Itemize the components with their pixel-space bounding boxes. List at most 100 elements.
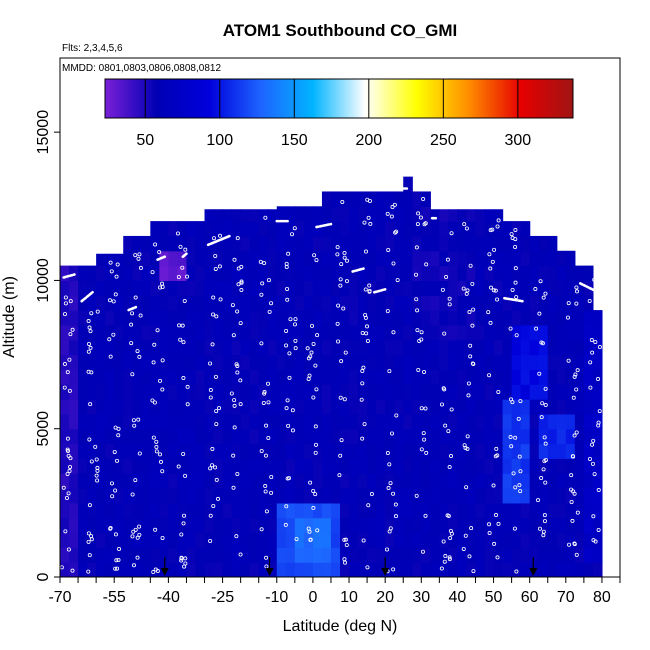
- profile-point: [537, 526, 542, 531]
- heatmap-cell: [321, 310, 332, 326]
- heatmap-cell: [222, 547, 233, 563]
- heatmap-cell: [87, 532, 97, 548]
- heatmap-cell: [249, 280, 260, 296]
- heatmap-cell: [565, 250, 576, 267]
- profile-point: [447, 555, 452, 560]
- heatmap-cell: [556, 502, 567, 519]
- heatmap-cell: [114, 354, 124, 370]
- heatmap-cell: [385, 517, 395, 534]
- heatmap-cell: [358, 339, 368, 356]
- heatmap-cell: [439, 235, 449, 252]
- heatmap-cell: [457, 384, 468, 400]
- heatmap-cell: [258, 209, 269, 222]
- profile-point: [492, 541, 497, 546]
- heatmap-cell: [538, 369, 549, 385]
- heatmap-cell: [385, 473, 395, 489]
- heatmap-cell: [448, 265, 459, 282]
- heatmap-cell: [69, 384, 79, 400]
- heatmap-cell: [114, 310, 124, 326]
- profile-points: [60, 197, 602, 575]
- heatmap-cell: [412, 562, 422, 577]
- heatmap-cell: [222, 324, 233, 341]
- heatmap-cell: [466, 413, 477, 430]
- heatmap-cell: [421, 280, 431, 296]
- heatmap-cell: [340, 339, 350, 356]
- colorbar: 50 100 150 200 250 300: [104, 78, 574, 149]
- heatmap-cell: [267, 209, 278, 222]
- heatmap-cell: [186, 502, 197, 519]
- heatmap-cell: [204, 339, 215, 356]
- heatmap-cell: [385, 369, 395, 385]
- heatmap-cell: [240, 413, 251, 430]
- heatmap-cell: [159, 473, 169, 489]
- heatmap-cell: [258, 502, 269, 519]
- profile-point: [343, 537, 348, 542]
- heatmap-cell: [60, 280, 70, 296]
- heatmap-cell: [114, 443, 124, 459]
- heatmap-cell: [213, 413, 224, 430]
- heatmap-cell: [330, 488, 341, 504]
- heatmap-cell: [484, 488, 495, 504]
- profile-point: [367, 289, 372, 294]
- heatmap-cell: [520, 369, 531, 385]
- heatmap-cell: [502, 369, 513, 385]
- heatmap-cell: [267, 413, 278, 430]
- colorbar-tick-label: 150: [281, 132, 308, 149]
- heatmap-cell: [412, 399, 422, 415]
- heatmap-cell: [141, 265, 151, 282]
- heatmap-cell: [565, 517, 576, 534]
- profile-point: [264, 423, 269, 428]
- heatmap-cell: [240, 280, 251, 296]
- profile-point: [305, 346, 310, 351]
- heatmap-cell: [421, 473, 431, 489]
- profile-point: [363, 312, 368, 317]
- profile-point: [361, 365, 366, 370]
- profile-point: [235, 309, 240, 314]
- heatmap-cell: [376, 295, 386, 311]
- heatmap-cell: [574, 339, 585, 356]
- heatmap-cell: [78, 295, 88, 311]
- flight-segment: [62, 273, 76, 279]
- heatmap-cell: [403, 265, 413, 282]
- heatmap-cell: [249, 250, 260, 267]
- heatmap-cell: [294, 235, 305, 252]
- heatmap-cell: [376, 191, 386, 207]
- profile-point: [86, 341, 91, 346]
- heatmap-cell: [538, 310, 549, 326]
- heatmap-cell: [123, 265, 133, 282]
- heatmap-cell: [430, 354, 440, 370]
- profile-point: [385, 451, 390, 456]
- heatmap-cell: [330, 532, 341, 548]
- profile-point: [137, 354, 142, 359]
- profile-point: [179, 532, 184, 537]
- heatmap-cell: [439, 562, 449, 577]
- profile-point: [468, 263, 473, 268]
- heatmap-cell: [222, 250, 233, 267]
- profile-point: [86, 319, 91, 324]
- heatmap-cell: [123, 369, 133, 385]
- heatmap-cell: [267, 517, 278, 534]
- heatmap-cell: [195, 488, 206, 504]
- profile-point: [266, 435, 271, 440]
- heatmap-cell: [186, 221, 197, 237]
- profile-point: [422, 222, 427, 227]
- heatmap-cell: [69, 473, 79, 489]
- profile-point: [261, 400, 266, 405]
- heatmap-cell: [412, 488, 422, 504]
- profile-point: [415, 328, 420, 333]
- heatmap-cell: [204, 517, 215, 534]
- profile-point: [238, 378, 243, 383]
- heatmap-cell: [213, 369, 224, 385]
- heatmap-cell: [186, 339, 197, 356]
- heatmap-cell: [340, 324, 350, 341]
- heatmap-cell: [60, 310, 70, 326]
- heatmap-cell: [439, 209, 449, 222]
- profile-point: [449, 531, 454, 536]
- heatmap-cell: [367, 547, 377, 563]
- profile-point: [231, 453, 236, 458]
- heatmap-cell: [349, 384, 359, 400]
- heatmap-cell: [574, 458, 585, 474]
- heatmap-cell: [312, 280, 323, 296]
- heatmap-cell: [96, 562, 106, 577]
- heatmap-cell: [475, 324, 486, 341]
